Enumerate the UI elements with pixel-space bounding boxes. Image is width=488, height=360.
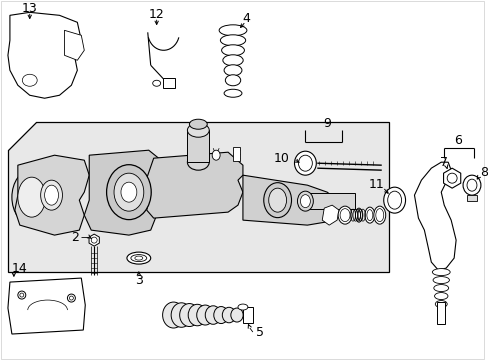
Text: 5: 5 <box>255 325 264 338</box>
Text: 8: 8 <box>479 166 487 179</box>
Polygon shape <box>443 168 460 188</box>
Bar <box>187 130 209 162</box>
Circle shape <box>20 293 24 297</box>
Circle shape <box>18 291 26 299</box>
Text: 13: 13 <box>22 2 38 15</box>
Ellipse shape <box>106 165 151 220</box>
Ellipse shape <box>220 35 245 46</box>
Polygon shape <box>243 175 336 225</box>
Ellipse shape <box>434 301 447 307</box>
Ellipse shape <box>383 187 405 213</box>
Ellipse shape <box>230 308 243 322</box>
Polygon shape <box>15 155 89 235</box>
Ellipse shape <box>187 123 209 137</box>
Ellipse shape <box>300 195 310 208</box>
Ellipse shape <box>462 175 480 195</box>
Text: 12: 12 <box>148 8 164 21</box>
Ellipse shape <box>364 207 374 223</box>
Polygon shape <box>8 122 388 272</box>
Ellipse shape <box>163 302 184 328</box>
Ellipse shape <box>222 307 235 323</box>
Ellipse shape <box>224 65 242 76</box>
Bar <box>305 193 354 209</box>
Polygon shape <box>8 278 85 334</box>
Ellipse shape <box>366 210 372 221</box>
Ellipse shape <box>433 284 448 292</box>
Ellipse shape <box>431 269 449 275</box>
Circle shape <box>91 237 97 243</box>
Circle shape <box>447 173 456 183</box>
Text: 2: 2 <box>71 231 79 244</box>
Polygon shape <box>8 12 81 98</box>
Text: 11: 11 <box>368 178 384 191</box>
Ellipse shape <box>268 188 286 212</box>
Ellipse shape <box>205 306 221 324</box>
Ellipse shape <box>171 303 191 327</box>
Ellipse shape <box>152 80 160 86</box>
Ellipse shape <box>221 45 244 56</box>
Ellipse shape <box>179 303 199 327</box>
Polygon shape <box>84 150 160 235</box>
Ellipse shape <box>466 179 476 191</box>
Circle shape <box>67 294 75 302</box>
Ellipse shape <box>212 150 220 160</box>
Ellipse shape <box>294 151 316 175</box>
Bar <box>466 195 476 201</box>
Text: 7: 7 <box>439 156 447 169</box>
Circle shape <box>69 296 73 300</box>
Bar <box>233 147 240 161</box>
Text: 9: 9 <box>323 117 330 130</box>
Ellipse shape <box>189 119 207 129</box>
Ellipse shape <box>187 154 209 170</box>
Ellipse shape <box>213 307 228 324</box>
Ellipse shape <box>114 173 143 211</box>
Text: 3: 3 <box>135 274 142 287</box>
Ellipse shape <box>18 177 45 217</box>
Ellipse shape <box>196 305 213 325</box>
Ellipse shape <box>355 208 362 222</box>
Ellipse shape <box>223 55 243 66</box>
Polygon shape <box>64 30 84 60</box>
Bar <box>163 78 174 88</box>
Ellipse shape <box>375 209 383 222</box>
Ellipse shape <box>297 191 313 211</box>
Text: 14: 14 <box>12 262 28 275</box>
Ellipse shape <box>340 209 349 222</box>
Ellipse shape <box>434 293 447 300</box>
Bar <box>243 307 252 323</box>
Ellipse shape <box>225 75 240 86</box>
Polygon shape <box>89 234 99 246</box>
Ellipse shape <box>219 25 246 36</box>
Ellipse shape <box>224 89 242 97</box>
Polygon shape <box>414 162 455 270</box>
Ellipse shape <box>357 211 360 220</box>
Bar <box>436 302 444 324</box>
Ellipse shape <box>387 191 401 209</box>
Text: 10: 10 <box>273 152 289 165</box>
Ellipse shape <box>121 182 137 202</box>
Text: 6: 6 <box>453 134 461 147</box>
Polygon shape <box>146 152 243 218</box>
Ellipse shape <box>12 170 51 225</box>
Text: 4: 4 <box>242 12 249 25</box>
Ellipse shape <box>127 252 150 264</box>
Ellipse shape <box>44 185 59 205</box>
Ellipse shape <box>131 255 146 262</box>
Ellipse shape <box>41 180 62 210</box>
Ellipse shape <box>432 276 448 284</box>
Ellipse shape <box>135 256 142 260</box>
Ellipse shape <box>238 304 247 310</box>
Ellipse shape <box>263 183 291 218</box>
Ellipse shape <box>188 304 206 326</box>
Ellipse shape <box>337 206 351 224</box>
Polygon shape <box>322 205 338 225</box>
Ellipse shape <box>298 155 312 171</box>
Ellipse shape <box>373 206 385 224</box>
